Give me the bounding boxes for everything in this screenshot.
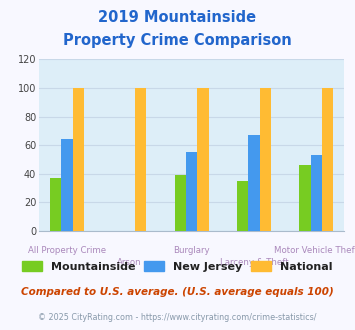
Text: Motor Vehicle Theft: Motor Vehicle Theft: [274, 247, 355, 255]
Legend: Mountainside, New Jersey, National: Mountainside, New Jersey, National: [18, 256, 337, 276]
Text: Arson: Arson: [117, 258, 142, 267]
Bar: [322, 88, 333, 231]
Text: © 2025 CityRating.com - https://www.cityrating.com/crime-statistics/: © 2025 CityRating.com - https://www.city…: [38, 314, 317, 322]
Bar: [260, 88, 271, 231]
Bar: [50, 178, 61, 231]
Bar: [135, 88, 146, 231]
Text: Larceny & Theft: Larceny & Theft: [220, 258, 288, 267]
Text: All Property Crime: All Property Crime: [28, 247, 106, 255]
Bar: [311, 155, 322, 231]
Bar: [175, 175, 186, 231]
Bar: [197, 88, 208, 231]
Text: 2019 Mountainside: 2019 Mountainside: [98, 10, 257, 25]
Text: Compared to U.S. average. (U.S. average equals 100): Compared to U.S. average. (U.S. average …: [21, 287, 334, 297]
Bar: [61, 140, 73, 231]
Bar: [300, 165, 311, 231]
Text: Property Crime Comparison: Property Crime Comparison: [63, 33, 292, 48]
Bar: [248, 135, 260, 231]
Text: Burglary: Burglary: [173, 247, 210, 255]
Bar: [73, 88, 84, 231]
Bar: [237, 181, 248, 231]
Bar: [186, 152, 197, 231]
